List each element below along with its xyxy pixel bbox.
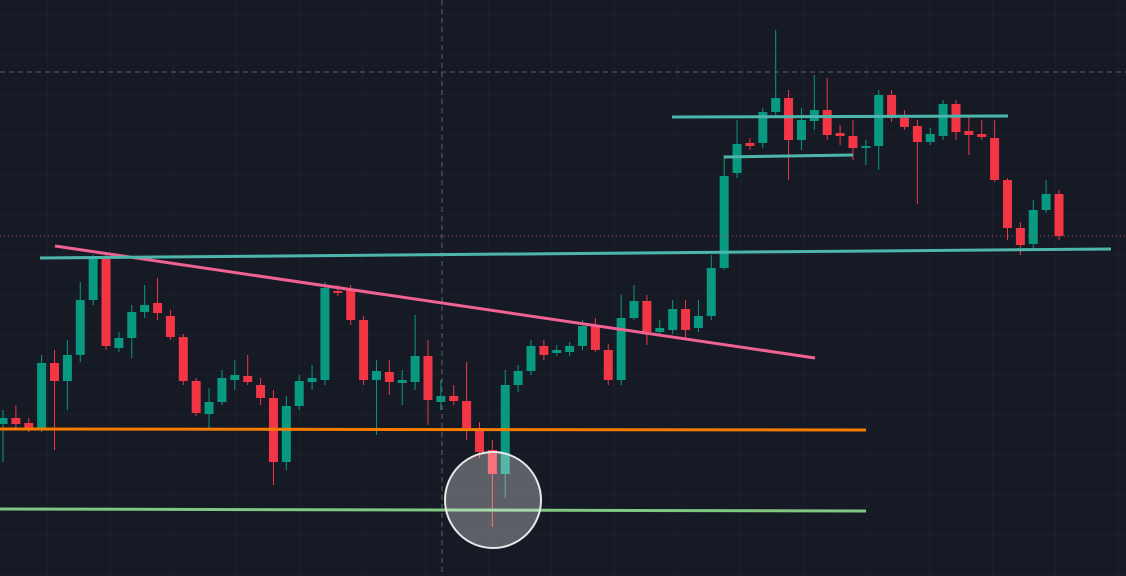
candle-body bbox=[874, 95, 884, 146]
candle-body bbox=[50, 363, 60, 381]
candle-body bbox=[307, 378, 317, 382]
candle-body bbox=[487, 450, 497, 474]
candle-body bbox=[629, 301, 639, 318]
candle-body bbox=[565, 346, 575, 352]
candle-body bbox=[24, 423, 34, 428]
candle-body bbox=[294, 381, 304, 406]
candle-body bbox=[642, 301, 652, 332]
candle-body bbox=[745, 143, 755, 146]
candle-body bbox=[191, 381, 201, 413]
candle-body bbox=[140, 305, 150, 312]
candle-body bbox=[230, 375, 240, 380]
candle-body bbox=[371, 371, 381, 380]
candle-body bbox=[758, 112, 768, 143]
candle-body bbox=[165, 316, 175, 337]
candle-body bbox=[951, 104, 961, 132]
candle-body bbox=[1002, 180, 1012, 228]
candle-body bbox=[217, 378, 227, 402]
candle-body bbox=[11, 418, 21, 424]
candle-body bbox=[101, 258, 111, 346]
candle-body bbox=[474, 428, 484, 452]
candle-body bbox=[719, 176, 729, 268]
candle-body bbox=[655, 328, 665, 332]
candle-body bbox=[706, 268, 716, 316]
candle-body bbox=[359, 320, 369, 380]
candles bbox=[0, 30, 1064, 527]
candle-body bbox=[1028, 210, 1038, 244]
candle-body bbox=[204, 402, 214, 414]
candle-body bbox=[449, 396, 459, 401]
trendline-pink bbox=[54, 244, 816, 360]
candle-body bbox=[887, 95, 897, 118]
candle-body bbox=[848, 136, 858, 148]
candle-body bbox=[912, 126, 922, 142]
highlight-circle bbox=[444, 451, 542, 549]
candle-body bbox=[127, 312, 137, 338]
candle-body bbox=[423, 356, 433, 400]
candle-body bbox=[346, 290, 356, 320]
candle-body bbox=[681, 309, 691, 330]
candle-body bbox=[693, 316, 703, 328]
candle-body bbox=[397, 380, 407, 383]
candle-body bbox=[784, 98, 794, 140]
candle-body bbox=[590, 326, 600, 350]
candle-body bbox=[578, 326, 588, 346]
candle-body bbox=[256, 385, 266, 398]
candle-body bbox=[320, 288, 330, 380]
candle-body bbox=[0, 418, 8, 424]
candle-body bbox=[114, 338, 124, 348]
candle-body bbox=[333, 291, 343, 293]
candle-body bbox=[539, 346, 549, 355]
candle-body bbox=[990, 138, 1000, 180]
candle-body bbox=[153, 303, 163, 313]
candle-body bbox=[977, 134, 987, 137]
candle-body bbox=[771, 98, 781, 112]
candle-body bbox=[822, 110, 832, 135]
candle-body bbox=[62, 355, 72, 381]
candle-body bbox=[178, 337, 188, 381]
support-orange bbox=[0, 427, 867, 432]
candle-body bbox=[938, 104, 948, 136]
candle-body bbox=[526, 346, 536, 371]
candle-body bbox=[1041, 194, 1051, 210]
candle-body bbox=[835, 133, 845, 136]
candle-body bbox=[668, 309, 678, 330]
level-line bbox=[723, 153, 854, 159]
candle-body bbox=[410, 356, 420, 382]
trendline-teal bbox=[39, 247, 1112, 260]
candle-body bbox=[552, 350, 562, 353]
candle-body bbox=[732, 144, 742, 173]
candle-body bbox=[964, 131, 974, 135]
candle-body bbox=[861, 146, 871, 148]
candle-body bbox=[88, 258, 98, 300]
support-green bbox=[0, 507, 867, 513]
candle-body bbox=[281, 406, 291, 462]
candle-body bbox=[603, 350, 613, 380]
candle-body bbox=[436, 396, 446, 402]
resistance-line bbox=[671, 114, 1009, 119]
candle-body bbox=[925, 134, 935, 142]
candle-body bbox=[796, 120, 806, 140]
candle-body bbox=[616, 318, 626, 380]
candle-body bbox=[243, 376, 253, 382]
candle-body bbox=[75, 300, 85, 355]
candle-body bbox=[462, 401, 472, 428]
candle-body bbox=[384, 372, 394, 382]
candle-body bbox=[899, 118, 909, 127]
candle-body bbox=[513, 371, 523, 385]
candle-body bbox=[37, 363, 47, 430]
candle-body bbox=[1054, 194, 1064, 236]
